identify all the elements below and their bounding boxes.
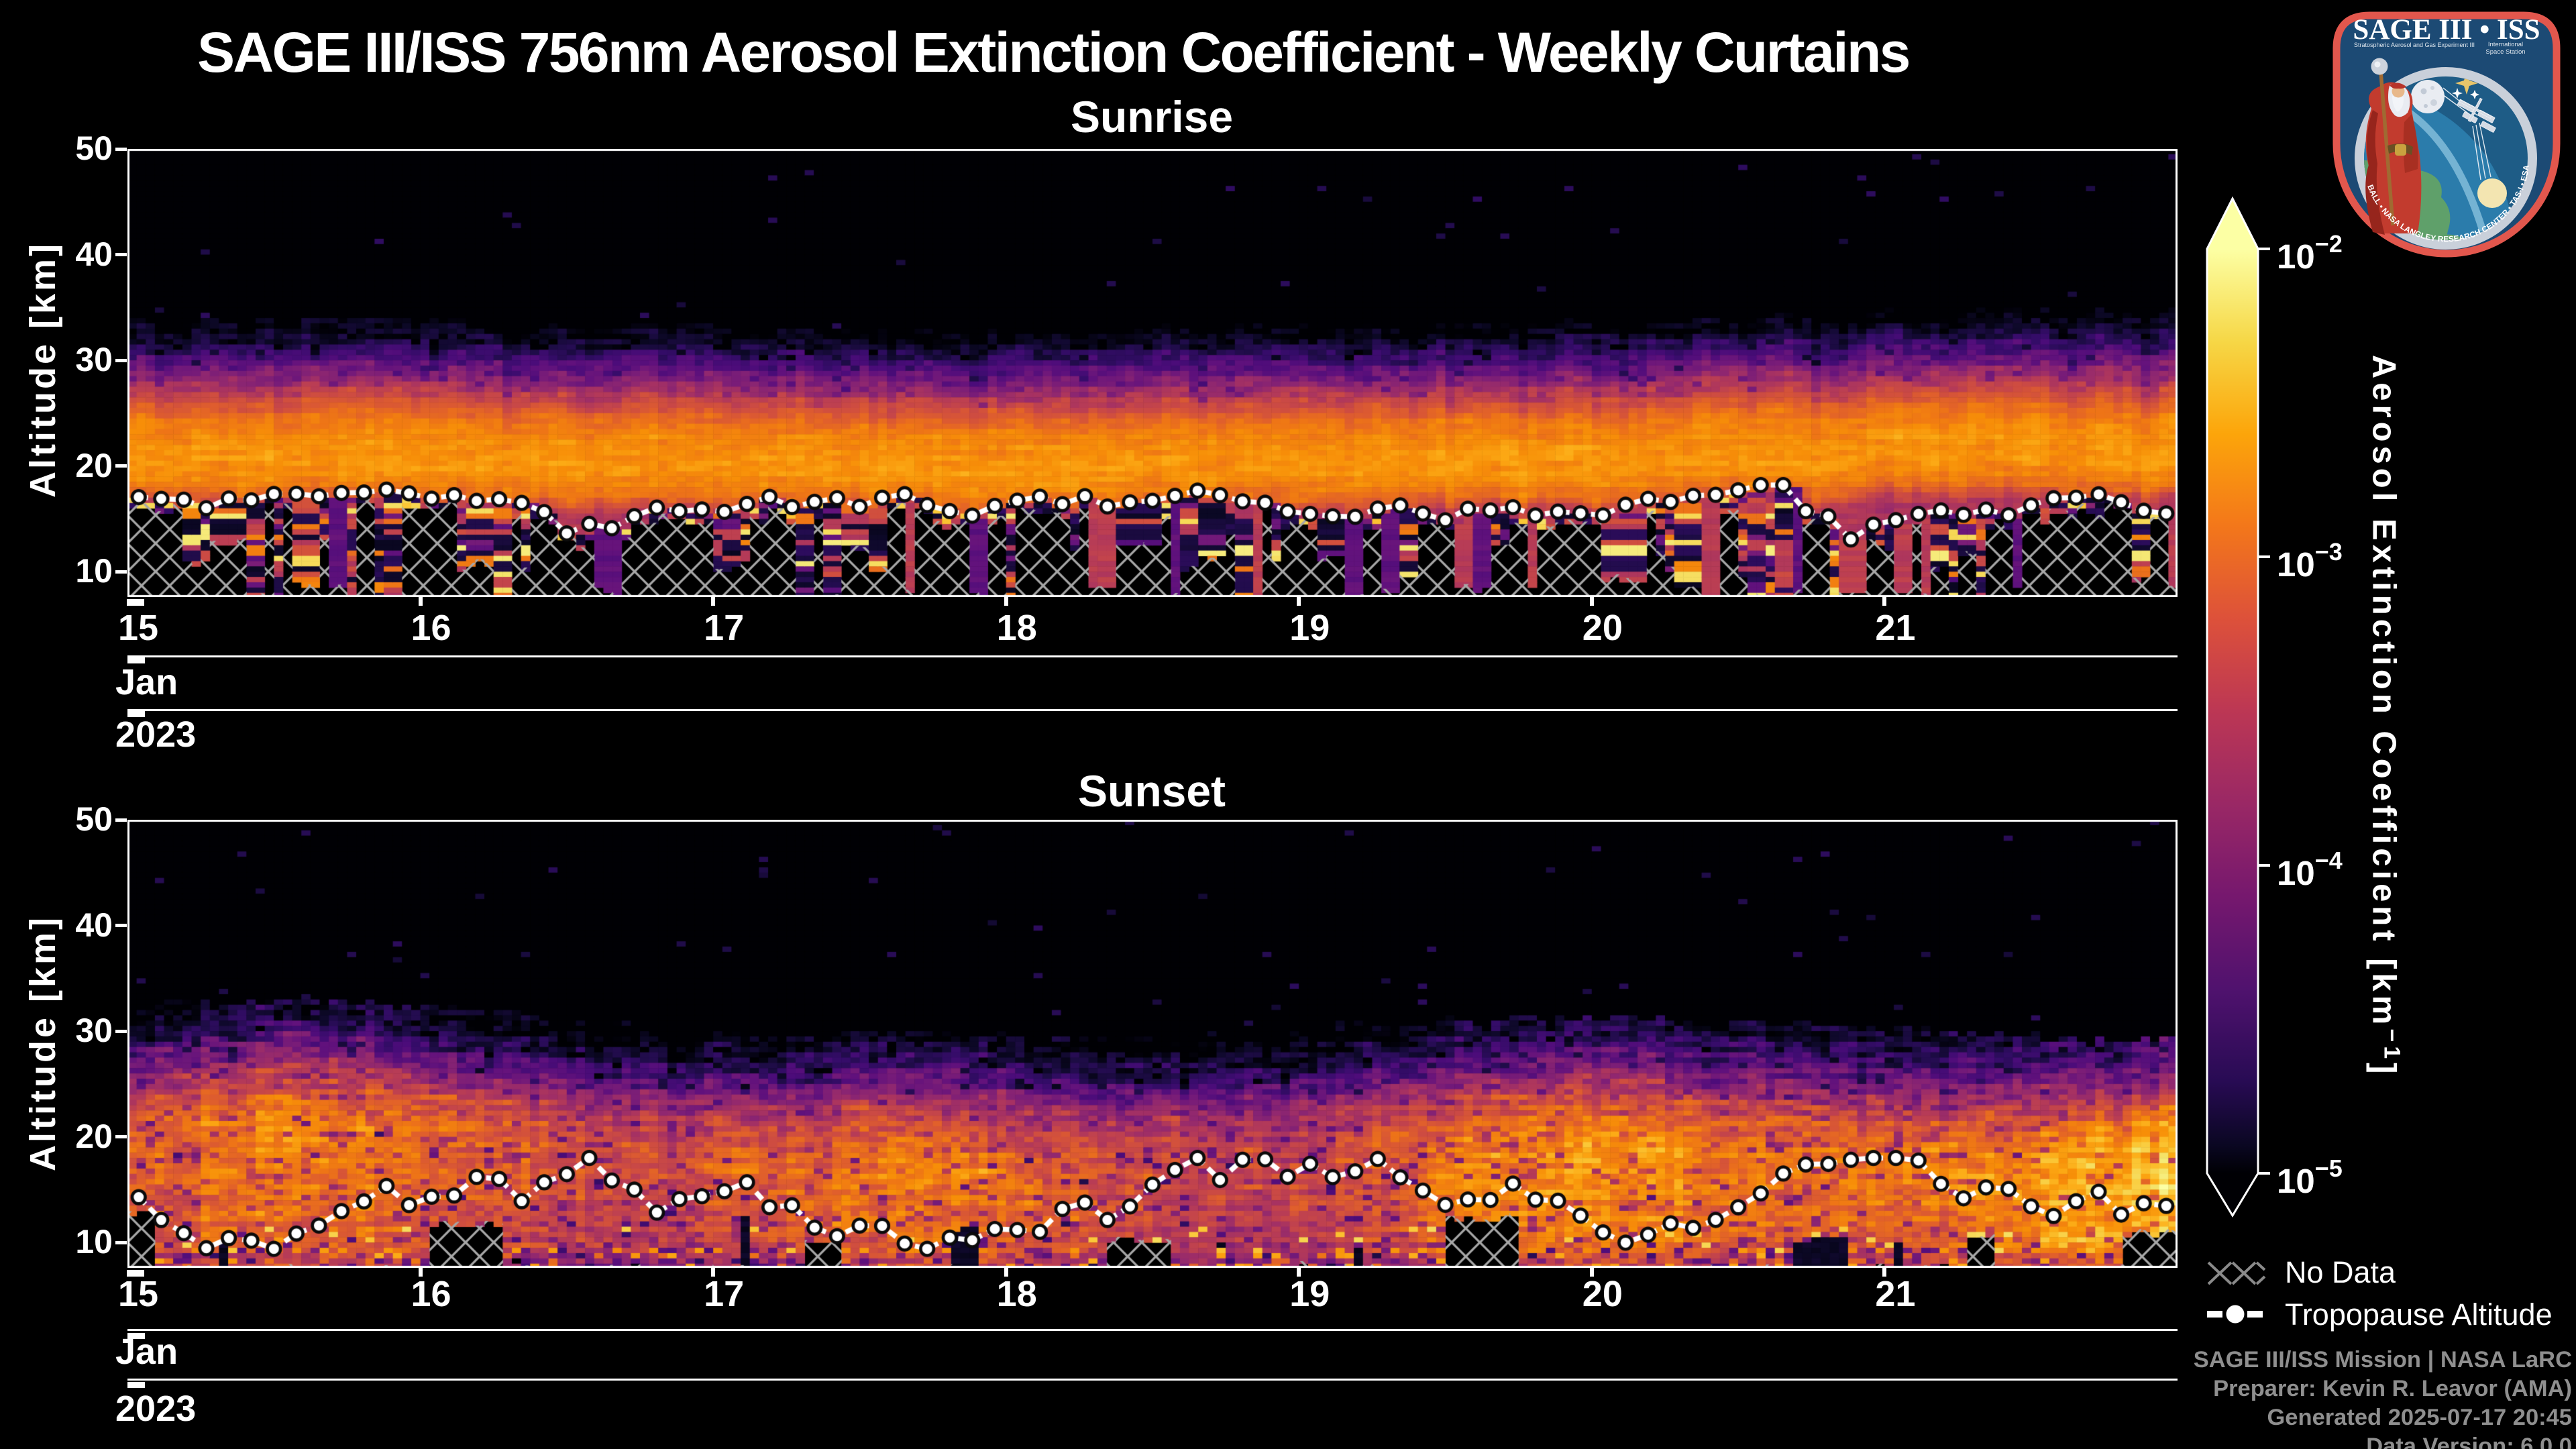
svg-text:Space Station: Space Station bbox=[2485, 48, 2525, 56]
svg-text:SAGE III • ISS: SAGE III • ISS bbox=[2353, 14, 2540, 46]
svg-text:Stratospheric Aerosol and Gas: Stratospheric Aerosol and Gas Experiment… bbox=[2354, 42, 2475, 48]
svg-text:International: International bbox=[2488, 41, 2523, 48]
